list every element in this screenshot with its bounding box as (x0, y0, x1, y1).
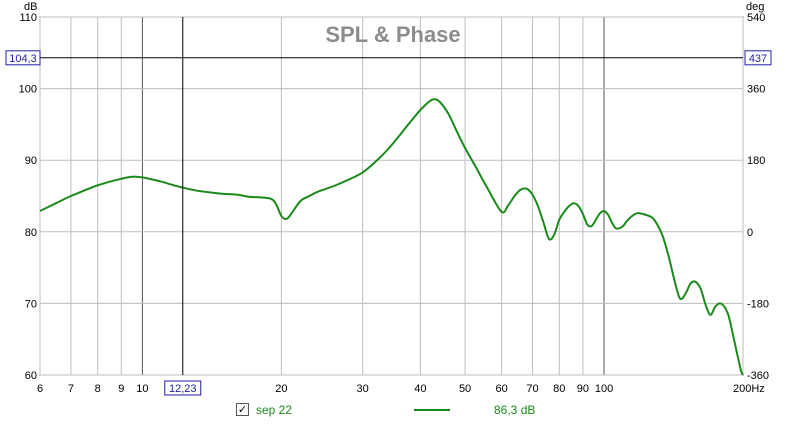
x-tick-label: 9 (118, 383, 124, 395)
y-left-tick-label: 60 (25, 370, 37, 382)
x-tick-labels: 6 7 8 9 10 20 30 40 50 60 70 80 90 100 200Hz (37, 383, 765, 395)
legend-series-name: sep 22 (256, 403, 293, 417)
y-right-tick-labels: -360 -180 0 180 360 540 (747, 12, 769, 382)
y-left-tick-labels: 60 70 80 90 100 110 (19, 12, 37, 382)
y-left-tick-label: 110 (19, 12, 37, 24)
y-left-unit-label: dB (24, 1, 37, 13)
x-tick-label: 90 (577, 383, 589, 395)
x-tick-label: 40 (414, 383, 426, 395)
y-left-tick-label: 80 (25, 227, 37, 239)
cursor-y-left-readout: 104,3 (5, 50, 41, 66)
legend: ✓ sep 22 86,3 dB (0, 398, 800, 424)
chart-title: SPL & Phase (325, 22, 460, 47)
y-right-tick-label: 360 (747, 84, 765, 96)
x-gridlines (39, 17, 744, 375)
x-tick-label: 6 (37, 383, 43, 395)
x-tick-label: 60 (496, 383, 508, 395)
y-right-tick-label: 0 (747, 227, 753, 239)
cursor-y-right-readout: 437 (744, 50, 772, 66)
series-line-0 (39, 98, 744, 376)
y-right-tick-label: 180 (747, 155, 765, 167)
cursor-x-readout: 12,23 (164, 380, 202, 396)
x-tick-label: 7 (68, 383, 74, 395)
y-gridlines (40, 16, 743, 376)
x-tick-label: 8 (95, 383, 101, 395)
x-tick-label: 30 (357, 383, 369, 395)
x-tick-label: 200Hz (733, 383, 765, 395)
x-tick-label: 70 (526, 383, 538, 395)
legend-line-swatch (414, 409, 450, 411)
x-tick-label: 10 (136, 383, 148, 395)
cursor-y-left-value: 104,3 (9, 53, 37, 65)
x-tick-label: 20 (275, 383, 287, 395)
legend-cursor-value: 86,3 dB (494, 403, 536, 417)
y-left-tick-label: 70 (25, 298, 37, 310)
cursor-x-value: 12,23 (169, 383, 197, 395)
x-tick-label: 100 (595, 383, 613, 395)
y-right-tick-label: -180 (747, 298, 769, 310)
y-right-unit-label: deg (746, 1, 764, 13)
spl-phase-chart: 6 7 8 9 10 20 30 40 50 60 70 80 90 100 200Hz 60 70 80 90 1… (5, 1, 772, 396)
series-visibility-checkbox[interactable]: ✓ (236, 403, 249, 416)
y-left-tick-label: 100 (19, 84, 37, 96)
plot-area[interactable] (39, 16, 744, 376)
x-tick-label: 50 (459, 383, 471, 395)
y-left-tick-label: 90 (25, 155, 37, 167)
y-right-tick-label: 540 (747, 12, 765, 24)
series-layer (39, 98, 744, 376)
x-tick-label: 80 (553, 383, 565, 395)
cursor-y-right-value: 437 (749, 53, 767, 65)
y-right-tick-label: -360 (747, 370, 769, 382)
